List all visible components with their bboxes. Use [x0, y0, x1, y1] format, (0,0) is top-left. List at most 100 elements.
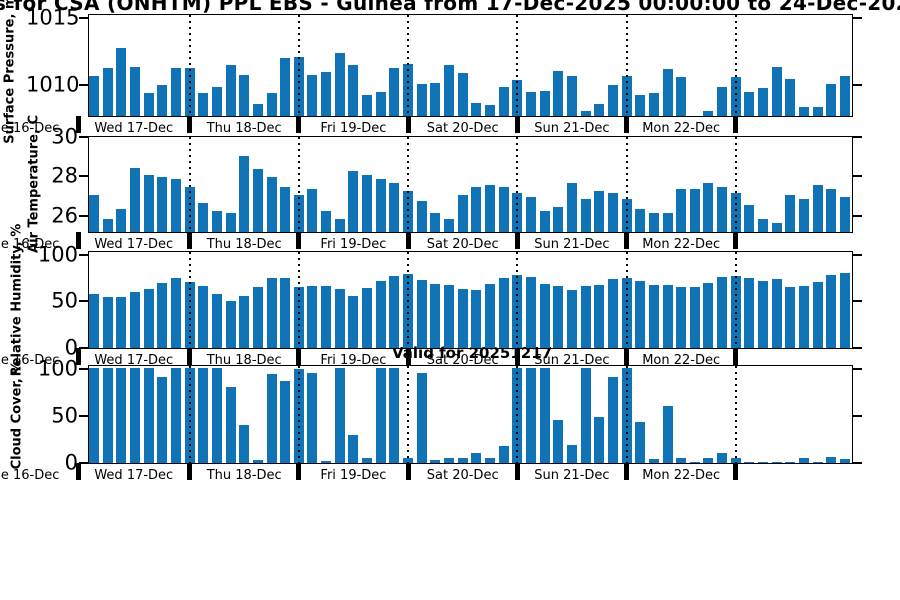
- day-tick-mark: [405, 115, 411, 133]
- y-tick-mark: [79, 414, 88, 417]
- air-temperature-bar: [416, 200, 427, 233]
- day-tick-mark: [514, 348, 520, 365]
- y-tick-mark: [853, 414, 862, 417]
- surface-pressure-bar: [840, 75, 851, 117]
- cloud-cover-bar: [116, 368, 127, 464]
- y-tick-label: 1015: [26, 5, 80, 30]
- air-temperature-bar: [744, 204, 755, 233]
- day-label: Sat 20-Dec: [426, 120, 499, 136]
- air-temperature-bar: [689, 189, 700, 233]
- relative-humidity-bar: [662, 284, 673, 349]
- surface-pressure-bar: [498, 86, 509, 117]
- surface-pressure-bar: [635, 94, 646, 117]
- cloud-cover-bar: [689, 461, 700, 464]
- relative-humidity-bar: [280, 278, 291, 349]
- cloud-cover-bar: [758, 461, 769, 464]
- relative-humidity-bar: [307, 285, 318, 349]
- surface-pressure-bar: [362, 94, 373, 117]
- day-label: Sun 21-Dec: [534, 236, 610, 252]
- y-tick-label: 0: [64, 450, 78, 475]
- air-temperature-bar: [580, 199, 591, 233]
- cloud-cover-bar: [307, 372, 318, 464]
- surface-pressure-bar: [239, 74, 250, 117]
- cloud-cover-bar: [717, 453, 728, 464]
- y-tick-mark: [79, 461, 88, 464]
- air-temperature-bar: [321, 210, 332, 233]
- relative-humidity-bar: [129, 292, 140, 349]
- relative-humidity-bar: [430, 283, 441, 349]
- cloud-cover-bar: [321, 460, 332, 464]
- cloud-cover-bar: [266, 373, 277, 464]
- relative-humidity-bar: [444, 284, 455, 349]
- surface-pressure-bar: [211, 86, 222, 117]
- day-boundary-gridline: [516, 366, 519, 463]
- air-temperature-axes-box: [88, 136, 853, 233]
- surface-pressure-bar: [580, 110, 591, 117]
- surface-pressure-bar: [348, 65, 359, 117]
- day-boundary-gridline: [407, 137, 410, 232]
- cloud-cover-bar: [375, 368, 386, 464]
- y-tick-mark: [853, 347, 862, 350]
- day-label: Sun 21-Dec: [534, 120, 610, 136]
- day-boundary-gridline: [734, 252, 737, 348]
- relative-humidity-bar: [635, 280, 646, 349]
- surface-pressure-bar: [607, 85, 618, 117]
- cloud-cover-bar: [553, 419, 564, 464]
- cloud-cover-bar: [703, 457, 714, 464]
- surface-pressure-bar: [389, 67, 400, 117]
- cloud-cover-bar: [566, 444, 577, 464]
- day-boundary-gridline: [625, 15, 628, 116]
- cloud-cover-bar: [416, 372, 427, 464]
- air-temperature-bar: [812, 185, 823, 233]
- day-label: Wed 17-Dec: [94, 120, 174, 136]
- cloud-cover-axis-label: Cloud Cover, %: [9, 360, 25, 469]
- day-label: Tue 16-Dec: [0, 120, 60, 136]
- cloud-cover-bar: [525, 368, 536, 464]
- air-temperature-bar: [129, 167, 140, 233]
- day-label: Sun 21-Dec: [534, 353, 610, 368]
- cloud-cover-bar: [594, 416, 605, 464]
- y-tick-mark: [79, 83, 88, 86]
- surface-pressure-bar: [334, 53, 345, 117]
- relative-humidity-bar: [457, 289, 468, 349]
- day-label: Thu 18-Dec: [206, 468, 282, 483]
- air-temperature-bar: [840, 197, 851, 233]
- relative-humidity-bar: [771, 279, 782, 349]
- air-temperature-axis-label: Air Temperature, C: [26, 115, 42, 254]
- day-tick-mark: [187, 348, 193, 365]
- cloud-cover-bar: [102, 368, 113, 464]
- y-tick-label: 50: [51, 403, 78, 428]
- day-boundary-gridline: [297, 252, 300, 348]
- day-tick-mark: [405, 463, 411, 480]
- y-tick-mark: [853, 83, 862, 86]
- air-temperature-bar: [170, 179, 181, 233]
- day-label: Fri 19-Dec: [320, 353, 387, 368]
- day-boundary-gridline: [516, 15, 519, 116]
- air-temperature-bar: [799, 199, 810, 233]
- day-boundary-gridline: [516, 252, 519, 348]
- air-temperature-bar: [430, 212, 441, 233]
- relative-humidity-bar: [362, 288, 373, 349]
- day-tick-mark: [624, 348, 630, 365]
- surface-pressure-bar: [648, 93, 659, 117]
- y-tick-mark: [853, 368, 862, 371]
- y-tick-label: 0: [64, 335, 78, 360]
- relative-humidity-bar: [525, 277, 536, 349]
- cloud-cover-bar: [444, 457, 455, 464]
- y-tick-mark: [79, 175, 88, 178]
- air-temperature-bar: [389, 183, 400, 233]
- relative-humidity-bar: [198, 286, 209, 349]
- surface-pressure-bar: [484, 105, 495, 117]
- surface-pressure-axes-box: [88, 14, 853, 117]
- day-label: Mon 22-Dec: [642, 353, 721, 368]
- relative-humidity-bar: [826, 275, 837, 349]
- air-temperature-bar: [375, 179, 386, 233]
- cloud-cover-bar: [744, 461, 755, 464]
- y-tick-label: 30: [51, 124, 78, 149]
- air-temperature-bar: [348, 171, 359, 233]
- surface-pressure-bar: [375, 91, 386, 117]
- relative-humidity-bar: [840, 273, 851, 349]
- cloud-cover-bar: [170, 368, 181, 464]
- relative-humidity-bar: [703, 282, 714, 349]
- air-temperature-bar: [758, 218, 769, 233]
